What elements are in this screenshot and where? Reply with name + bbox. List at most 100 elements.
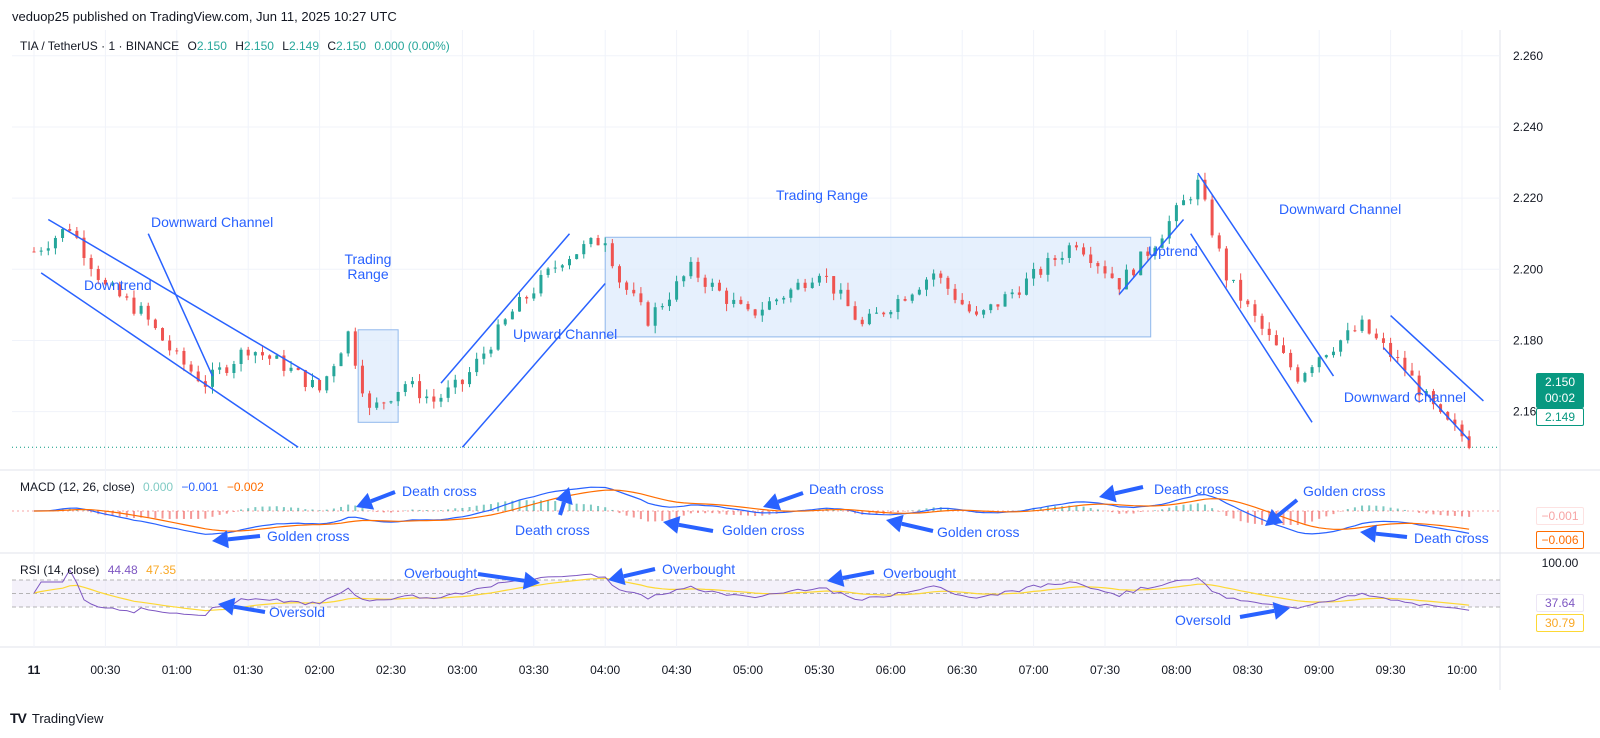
macd-histogram-bar — [104, 511, 107, 516]
candle-body — [553, 267, 557, 269]
annotation-line: Downward Channel — [151, 214, 273, 230]
candle-body — [211, 369, 214, 387]
annotation-label: Death cross — [1154, 481, 1229, 497]
macd-histogram-bar — [647, 511, 650, 522]
candle-body — [1182, 200, 1186, 206]
candle-body — [568, 259, 571, 266]
macd-histogram-bar — [604, 507, 607, 511]
symbol-label[interactable]: TIA / TetherUS · 1 · BINANCE — [20, 39, 180, 53]
macd-histogram-bar — [382, 511, 385, 513]
x-tick-label: 07:30 — [1090, 663, 1120, 677]
macd-histogram-bar — [1468, 511, 1471, 517]
candle-body — [653, 307, 657, 326]
macd-histogram-bar — [1175, 505, 1178, 511]
candle-body — [111, 284, 115, 286]
x-tick-label: 02:00 — [305, 663, 335, 677]
macd-histogram-bar — [147, 511, 150, 518]
candle-body — [232, 363, 236, 373]
candle-body — [867, 313, 871, 325]
macd-histogram-bar — [1303, 511, 1306, 524]
candle-body — [403, 384, 407, 392]
arrow-head — [827, 569, 845, 587]
candle-body — [989, 304, 993, 311]
macd-histogram-bar — [518, 499, 521, 511]
macd-histogram-bar — [1375, 505, 1378, 511]
y-tick-label: 2.180 — [1513, 333, 1543, 347]
macd-histogram-bar — [175, 511, 178, 519]
macd-histogram-bar — [318, 510, 321, 511]
annotation-label: Golden cross — [267, 528, 349, 544]
macd-histogram-bar — [1318, 511, 1321, 519]
annotation-line: Downward Channel — [1344, 389, 1466, 405]
tradingview-logo-icon: TV — [10, 710, 27, 726]
candle-body — [1110, 273, 1114, 279]
candle-body — [1082, 247, 1086, 255]
macd-histogram-bar — [1139, 511, 1142, 512]
macd-histogram-bar — [1046, 506, 1049, 511]
candle-body — [1360, 319, 1364, 331]
macd-histogram-bar — [268, 506, 271, 511]
macd-histogram-bar — [547, 500, 550, 511]
macd-histogram-bar — [732, 511, 735, 515]
change-value: 0.000 (0.00%) — [374, 39, 450, 53]
candle-body — [32, 251, 36, 253]
candle-body — [432, 396, 436, 402]
candle-body — [789, 289, 793, 298]
x-tick-label: 06:00 — [876, 663, 906, 677]
macd-histogram-bar — [232, 511, 235, 512]
macd-histogram-bar — [661, 511, 664, 521]
macd-legend: MACD (12, 26, close) 0.000 −0.001 −0.002 — [20, 480, 269, 494]
rsi-title[interactable]: RSI (14, close) — [20, 563, 100, 577]
annotation-line: Downtrend — [84, 277, 152, 293]
candle-body — [639, 293, 643, 303]
rsi-badge-b: 30.79 — [1536, 614, 1584, 632]
candle-body — [446, 387, 450, 398]
candle-body — [1282, 345, 1285, 353]
candle-body — [1160, 238, 1164, 248]
macd-histogram-bar — [347, 504, 350, 511]
candle-body — [1396, 357, 1400, 359]
rsi-line — [33, 568, 1470, 617]
y-tick-label: 2.160 — [1513, 405, 1543, 419]
x-tick-label: 05:30 — [804, 663, 834, 677]
annotation-line: Death cross — [515, 522, 590, 538]
candle-body — [1189, 199, 1193, 201]
macd-histogram-bar — [1432, 511, 1435, 515]
macd-histogram-bar — [1189, 504, 1192, 511]
macd-histogram-bar — [739, 511, 742, 516]
candle-body — [360, 365, 364, 394]
candle-body — [68, 229, 72, 231]
candle-body — [1460, 424, 1464, 437]
macd-histogram-bar — [225, 511, 228, 514]
tradingview-logo[interactable]: TV TradingView — [10, 710, 103, 726]
candle-body — [1303, 373, 1307, 382]
macd-histogram-bar — [1075, 505, 1078, 511]
candle-body — [1003, 294, 1007, 307]
annotation-label: Trading Range — [345, 251, 392, 282]
candle-body — [503, 319, 507, 325]
macd-histogram-bar — [1161, 509, 1164, 511]
annotation-line: Downward Channel — [1279, 201, 1401, 217]
macd-histogram-bar — [1246, 511, 1249, 523]
macd-title[interactable]: MACD (12, 26, close) — [20, 480, 135, 494]
candle-body — [717, 282, 721, 291]
annotation-label: Upward Channel — [513, 326, 617, 342]
annotation-arrows — [212, 484, 1408, 620]
rsi-panel — [12, 568, 1500, 617]
candle-body — [318, 379, 322, 391]
candle-body — [310, 379, 314, 388]
macd-histogram-bar — [532, 500, 535, 511]
candle-body — [1439, 404, 1443, 413]
candle-body — [1253, 304, 1257, 316]
candle-body — [1217, 235, 1221, 249]
candle-body — [539, 274, 543, 294]
macd-histogram-bar — [90, 511, 93, 513]
macd-histogram-bar — [1182, 504, 1185, 511]
macd-histogram-bar — [654, 511, 657, 522]
macd-histogram-bar — [711, 511, 714, 514]
y-tick-label: 2.200 — [1513, 262, 1543, 276]
macd-histogram-bar — [1282, 511, 1285, 525]
macd-histogram-bar — [618, 511, 621, 514]
candle-body — [903, 299, 907, 301]
